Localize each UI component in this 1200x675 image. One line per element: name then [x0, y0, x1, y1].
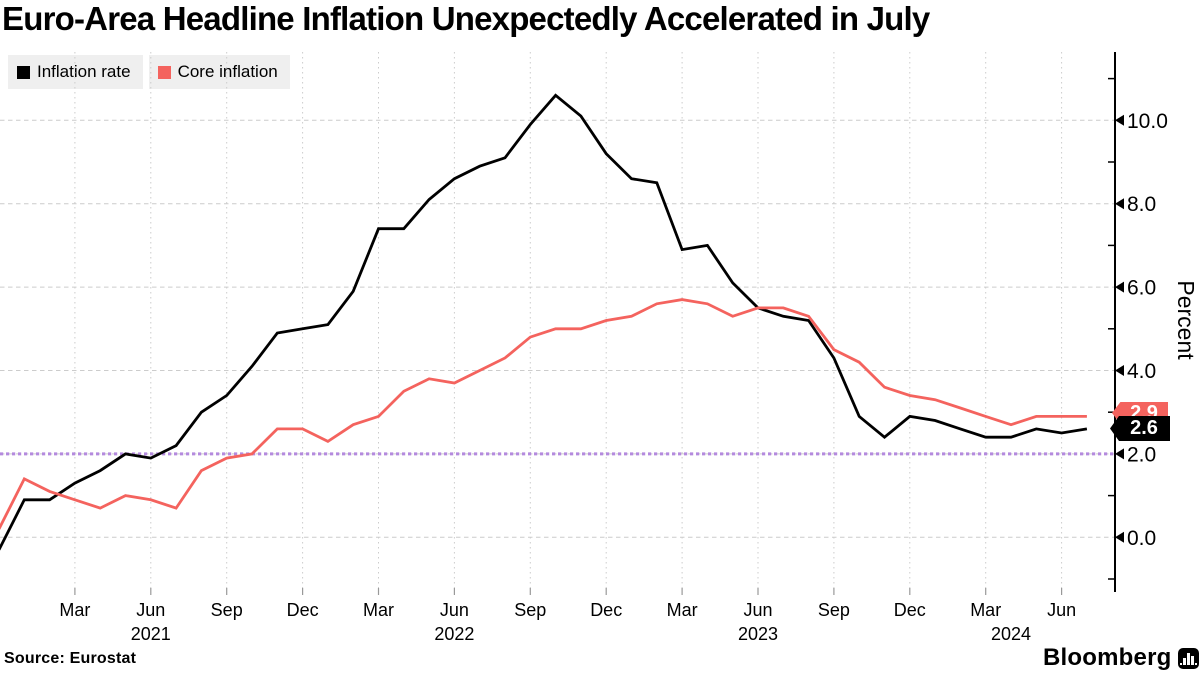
y-tick-arrow — [1115, 114, 1124, 126]
bloomberg-wordmark: Bloomberg — [1043, 644, 1172, 671]
bar-chart-icon — [1178, 647, 1200, 669]
x-tick-label: Sep — [818, 600, 850, 620]
y-tick-arrow — [1115, 281, 1124, 293]
legend-label: Core inflation — [177, 62, 278, 81]
x-tick-label: Jun — [743, 600, 772, 620]
x-tick-label: Sep — [514, 600, 546, 620]
legend-swatch-black — [17, 65, 30, 79]
y-tick-label: 8.0 — [1127, 193, 1156, 216]
x-tick-label: Dec — [287, 600, 319, 620]
x-tick-label: Sep — [211, 600, 243, 620]
y-tick-arrow — [1115, 531, 1124, 543]
legend-swatch-red — [157, 65, 171, 79]
series-line-core — [0, 298, 1087, 530]
legend-item-core-inflation: Core inflation — [148, 55, 290, 89]
x-tick-label: Jun — [1047, 600, 1076, 620]
x-tick-label: Mar — [363, 600, 394, 620]
x-tick-label: Mar — [59, 600, 90, 620]
y-tick-arrow — [1115, 448, 1124, 460]
x-tick-label: Jun — [136, 600, 165, 620]
series-line-headline — [0, 93, 1088, 551]
y-tick-label: 2.0 — [1127, 443, 1156, 466]
y-axis-title: Percent — [1173, 280, 1199, 360]
bloomberg-branding: Bloomberg — [1043, 644, 1200, 672]
x-year-label: 2024 — [991, 624, 1031, 644]
y-tick-label: 10.0 — [1127, 110, 1168, 133]
x-tick-label: Dec — [894, 600, 926, 620]
y-tick-label: 0.0 — [1127, 527, 1156, 550]
end-value-tag-headline: 2.6 — [1110, 416, 1170, 441]
y-tick-arrow — [1115, 365, 1124, 376]
x-tick-label: Mar — [667, 600, 698, 620]
y-tick-arrow — [1115, 198, 1124, 210]
x-year-label: 2021 — [131, 624, 171, 644]
x-tick-label: Mar — [970, 600, 1001, 620]
chart-title: Euro-Area Headline Inflation Unexpectedl… — [2, 0, 930, 37]
x-tick-label: Dec — [590, 600, 622, 620]
end-value-headline: 2.6 — [1130, 417, 1158, 439]
source-note: Source: Eurostat — [4, 650, 137, 667]
x-year-label: 2023 — [738, 624, 778, 644]
y-tick-label: 6.0 — [1127, 277, 1156, 300]
y-tick-label: 4.0 — [1127, 360, 1156, 383]
legend-label: Inflation rate — [37, 62, 131, 81]
x-year-label: 2022 — [434, 624, 474, 644]
x-tick-label: Jun — [440, 600, 469, 620]
